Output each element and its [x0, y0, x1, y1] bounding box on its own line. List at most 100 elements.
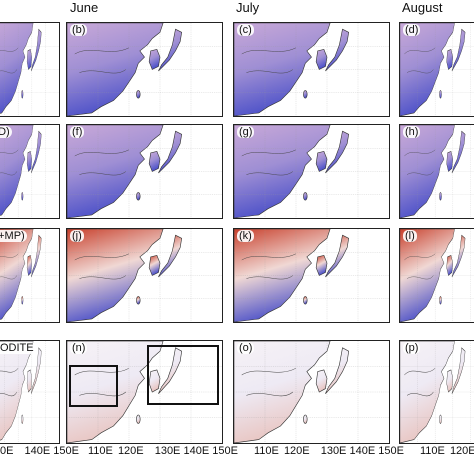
contour-line — [0, 367, 19, 373]
korean-peninsula — [315, 254, 328, 276]
contour-line — [74, 253, 130, 261]
contour-line — [79, 171, 127, 176]
tick-label: 130E — [154, 445, 181, 457]
korean-peninsula — [148, 369, 161, 393]
taiwan — [136, 90, 141, 99]
x-ticks-june: 110E 120E 130E 140E 150E — [88, 445, 238, 457]
korean-peninsula — [446, 48, 453, 70]
panel-label: (d) — [403, 24, 421, 36]
mainland-asia — [234, 23, 331, 116]
korean-peninsula — [26, 254, 32, 276]
korean-peninsula — [148, 150, 161, 172]
taiwan — [439, 90, 442, 99]
column-title-july: July — [236, 0, 260, 15]
contour-line — [0, 391, 17, 397]
taiwan — [21, 90, 24, 99]
map-panel — [0, 22, 60, 117]
tick-label: 120E — [117, 445, 144, 457]
map-svg — [0, 23, 59, 116]
taiwan — [136, 296, 141, 305]
x-ticks-august: 110E 120E — [420, 445, 474, 457]
x-ticks-left-column: 0E 140E 150E — [0, 445, 79, 457]
map-svg — [0, 125, 59, 218]
map-panel: (g) — [233, 124, 390, 219]
map-panel: (b) — [66, 22, 223, 117]
korean-peninsula — [26, 369, 32, 393]
korean-peninsula — [315, 150, 328, 172]
korean-peninsula — [315, 48, 328, 70]
tick-label: 140E — [24, 445, 51, 457]
japan — [158, 347, 183, 394]
japan — [158, 130, 183, 174]
mainland-asia — [234, 229, 331, 322]
map-panel: (n) — [66, 340, 223, 444]
row-label: 3D) — [0, 126, 12, 138]
highlight-box — [147, 345, 219, 405]
contour-line — [79, 275, 127, 280]
map-panel: (k) — [233, 228, 390, 323]
map-panel: (p) — [399, 340, 474, 444]
mainland-asia — [67, 125, 164, 218]
taiwan — [136, 414, 141, 424]
panel-label: (f) — [70, 126, 85, 138]
contour-line — [406, 69, 434, 74]
contour-line — [246, 171, 294, 176]
tick-label: 150E — [53, 445, 79, 457]
contour-line — [74, 149, 130, 157]
x-ticks-july: 110E 120E 130E 140E 150E — [254, 445, 404, 457]
korean-peninsula — [148, 254, 161, 276]
map-panel: RODITE — [0, 340, 60, 444]
contour-line — [79, 391, 127, 397]
panel-label: (g) — [237, 126, 255, 138]
panel-label: (j) — [70, 230, 84, 242]
japan — [451, 347, 466, 394]
contour-line — [74, 47, 130, 55]
mainland-asia — [400, 229, 455, 322]
row-label: RODITE — [0, 342, 36, 354]
panel-label: (k) — [237, 230, 254, 242]
tick-label: 150E — [212, 445, 238, 457]
korean-peninsula — [446, 150, 453, 172]
contour-line — [0, 47, 19, 52]
map-svg — [234, 229, 389, 322]
panel-label: (l) — [403, 230, 417, 242]
contour-line — [406, 275, 434, 280]
panel-label: (b) — [70, 24, 88, 36]
korean-peninsula — [446, 369, 453, 393]
contour-line — [241, 367, 297, 376]
map-panel: (l) — [399, 228, 474, 323]
tick-label: 120E — [283, 445, 310, 457]
contour-line — [74, 367, 130, 376]
taiwan — [21, 296, 24, 305]
japan — [325, 347, 350, 394]
japan — [325, 28, 350, 72]
mainland-asia — [0, 341, 34, 441]
korean-peninsula — [446, 254, 453, 276]
japan — [451, 28, 466, 72]
map-svg — [234, 341, 389, 443]
contour-line — [404, 149, 436, 157]
row-label: ?+MP) — [0, 230, 27, 242]
contour-line — [246, 275, 294, 280]
taiwan — [21, 192, 24, 201]
contour-line — [241, 149, 297, 157]
japan — [30, 28, 42, 72]
taiwan — [303, 192, 308, 201]
tick-label: 110E — [88, 445, 113, 457]
map-svg — [400, 23, 474, 116]
japan — [325, 234, 350, 278]
map-panel: 3D) — [0, 124, 60, 219]
japan — [30, 347, 42, 394]
mainland-asia — [234, 341, 331, 443]
contour-line — [241, 47, 297, 55]
highlight-box — [69, 365, 118, 407]
taiwan — [439, 414, 442, 424]
contour-line — [404, 47, 436, 55]
map-svg — [67, 23, 222, 116]
panel-label: (o) — [237, 342, 255, 354]
tick-label: 0E — [0, 445, 14, 457]
tick-label: 140E — [349, 445, 376, 457]
map-panel: ?+MP) — [0, 228, 60, 323]
taiwan — [303, 90, 308, 99]
contour-line — [79, 69, 127, 74]
